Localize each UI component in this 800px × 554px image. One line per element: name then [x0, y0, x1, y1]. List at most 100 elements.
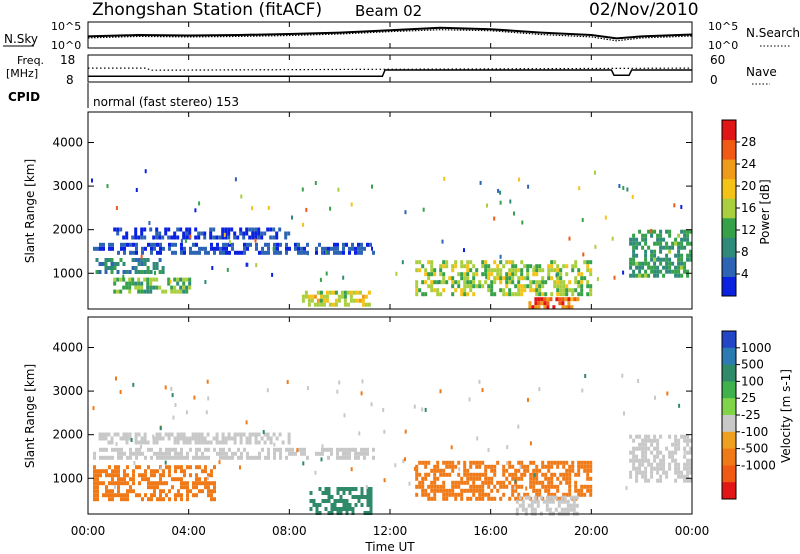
heatmap-cell: [556, 476, 560, 481]
heatmap-cell: [222, 451, 225, 456]
heatmap-cell: [327, 487, 331, 491]
heatmap-cell: [460, 288, 464, 293]
heatmap-cell: [535, 284, 539, 289]
heatmap-cell: [656, 269, 660, 274]
heatmap-cell: [430, 280, 434, 285]
heatmap-cell: [577, 464, 581, 469]
heatmap-cell: [137, 432, 141, 437]
heatmap-cell: [361, 379, 364, 384]
heatmap-cell: [180, 497, 183, 502]
heatmap-cell: [91, 178, 93, 183]
heatmap-cell: [671, 442, 675, 447]
heatmap-cell: [149, 277, 153, 282]
heatmap-cell: [451, 480, 455, 485]
heatmap-cell: [117, 447, 120, 452]
heatmap-cell: [176, 235, 180, 240]
heatmap-cell: [502, 292, 506, 297]
heatmap-cell: [436, 488, 440, 493]
heatmap-cell: [267, 447, 270, 452]
heatmap-cell: [668, 265, 672, 270]
heatmap-cell: [647, 261, 651, 266]
heatmap-cell: [659, 269, 663, 274]
heatmap-cell: [192, 242, 195, 247]
heatmap-cell: [108, 242, 111, 247]
heatmap-cell: [466, 476, 470, 481]
heatmap-cell: [472, 480, 476, 485]
power-colorbar-swatch: [722, 256, 736, 277]
heatmap-cell: [548, 499, 552, 504]
heatmap-cell: [134, 266, 138, 270]
heatmap-cell: [665, 253, 669, 258]
heatmap-region: [415, 460, 593, 501]
heatmap-cell: [152, 285, 156, 290]
velocity-colorbar-swatch: [722, 398, 736, 416]
heatmap-cell: [635, 478, 639, 483]
y-tick-label: 3000: [52, 384, 83, 398]
heatmap-cell: [309, 507, 313, 511]
heatmap-cell: [413, 466, 416, 471]
heatmap-cell: [683, 454, 687, 459]
heatmap-cell: [556, 292, 560, 297]
heatmap-cell: [346, 302, 350, 307]
heatmap-cell: [490, 468, 494, 473]
heatmap-cell: [204, 481, 207, 486]
heatmap-cell: [439, 468, 443, 473]
heatmap-cell: [472, 272, 476, 277]
heatmap-cell: [497, 188, 500, 193]
heatmap-cell: [116, 289, 120, 294]
heatmap-cell: [526, 468, 530, 473]
heatmap-cell: [404, 429, 407, 434]
heatmap-cell: [233, 432, 237, 437]
heatmap-cell: [188, 440, 192, 445]
heatmap-cell: [556, 464, 560, 469]
x-tick-label: 08:00: [272, 524, 307, 538]
heatmap-cell: [460, 476, 464, 481]
heatmap-cell: [110, 262, 114, 266]
heatmap-cell: [231, 242, 234, 247]
heatmap-cell: [487, 447, 490, 452]
heatmap-cell: [589, 260, 593, 265]
heatmap-cell: [659, 241, 663, 246]
heatmap-cell: [650, 466, 654, 471]
heatmap-cell: [101, 262, 105, 266]
heatmap-cell: [186, 451, 189, 456]
heatmap-cell: [544, 484, 548, 489]
heatmap-cell: [207, 455, 210, 460]
heatmap-cell: [632, 273, 636, 278]
heatmap-cell: [641, 446, 645, 451]
heatmap-cell: [363, 246, 366, 251]
heatmap-cell: [683, 450, 686, 455]
heatmap-cell: [577, 460, 581, 465]
heatmap-cell: [154, 270, 156, 275]
heatmap-cell: [442, 480, 446, 485]
heatmap-cell: [521, 499, 525, 504]
heatmap-cell: [227, 436, 231, 441]
heatmap-cell: [659, 261, 663, 266]
heatmap-cell: [180, 455, 183, 460]
heatmap-cell: [177, 489, 180, 494]
heatmap-cell: [553, 268, 557, 273]
heatmap-cell: [547, 264, 551, 269]
heatmap-cell: [413, 404, 416, 409]
heatmap-cell: [195, 493, 198, 498]
heatmap-cell: [111, 246, 114, 251]
heatmap-cell: [589, 484, 593, 489]
heatmap-cell: [324, 499, 328, 503]
heatmap-cell: [394, 463, 397, 468]
heatmap-cell: [185, 235, 189, 240]
heatmap-cell: [487, 288, 491, 293]
heatmap-cell: [481, 480, 485, 485]
heatmap-cell: [448, 276, 452, 281]
heatmap-cell: [499, 484, 503, 489]
heatmap-cell: [321, 250, 324, 255]
heatmap-cell: [650, 265, 654, 270]
heatmap-cell: [132, 451, 135, 456]
heatmap-cell: [325, 290, 329, 295]
heatmap-cell: [487, 480, 491, 485]
heatmap-cell: [556, 460, 560, 465]
heatmap-cell: [135, 242, 138, 247]
heatmap-cell: [469, 260, 473, 265]
heatmap-cell: [189, 246, 192, 251]
heatmap-cell: [137, 281, 141, 286]
heatmap-region: [301, 290, 371, 307]
